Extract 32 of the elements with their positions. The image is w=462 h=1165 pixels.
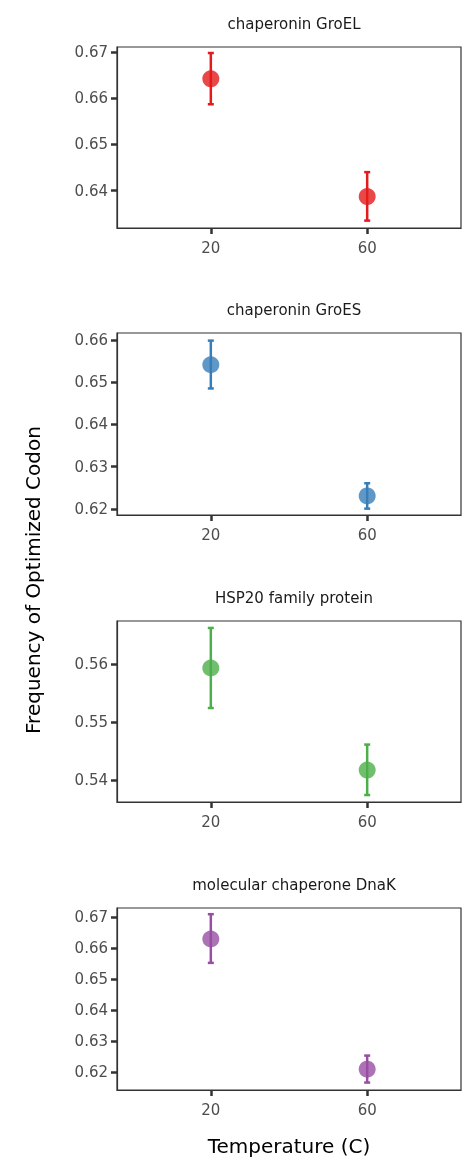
x-tick-label: 20 [201,1100,221,1119]
y-tick-label: 0.66 [74,89,108,108]
y-tick-label: 0.65 [74,135,108,154]
y-tick-label: 0.64 [74,1001,108,1020]
x-tick-label: 60 [357,525,377,544]
y-axis-title: Frequency of Optimized Codon [21,426,45,734]
chart-title: HSP20 family protein [214,588,374,607]
y-tick-label: 0.66 [74,330,108,349]
x-tick-label: 60 [357,812,377,831]
y-tick-label: 0.64 [74,415,108,434]
x-tick-label: 60 [357,1100,377,1119]
y-tick-label: 0.65 [74,373,108,392]
y-tick-label: 0.65 [74,970,108,989]
chart-title: chaperonin GroES [226,300,362,319]
x-axis-title: Temperature (C) [206,1134,371,1158]
y-tick-label: 0.63 [74,1032,108,1051]
y-tick-label: 0.67 [74,908,108,927]
y-tick-label: 0.67 [74,43,108,62]
chart-title: chaperonin GroEL [227,14,362,33]
y-tick-label: 0.54 [74,770,108,789]
y-tick-label: 0.62 [74,500,108,519]
y-tick-label: 0.64 [74,181,108,200]
x-tick-label: 20 [201,238,221,257]
x-tick-label: 60 [357,238,377,257]
x-tick-label: 20 [201,525,221,544]
x-tick-label: 20 [201,812,221,831]
chart-title: molecular chaperone DnaK [192,875,397,894]
y-tick-label: 0.62 [74,1063,108,1082]
y-tick-label: 0.56 [74,654,108,673]
y-tick-label: 0.66 [74,939,108,958]
y-tick-label: 0.63 [74,457,108,476]
y-tick-label: 0.55 [74,712,108,731]
